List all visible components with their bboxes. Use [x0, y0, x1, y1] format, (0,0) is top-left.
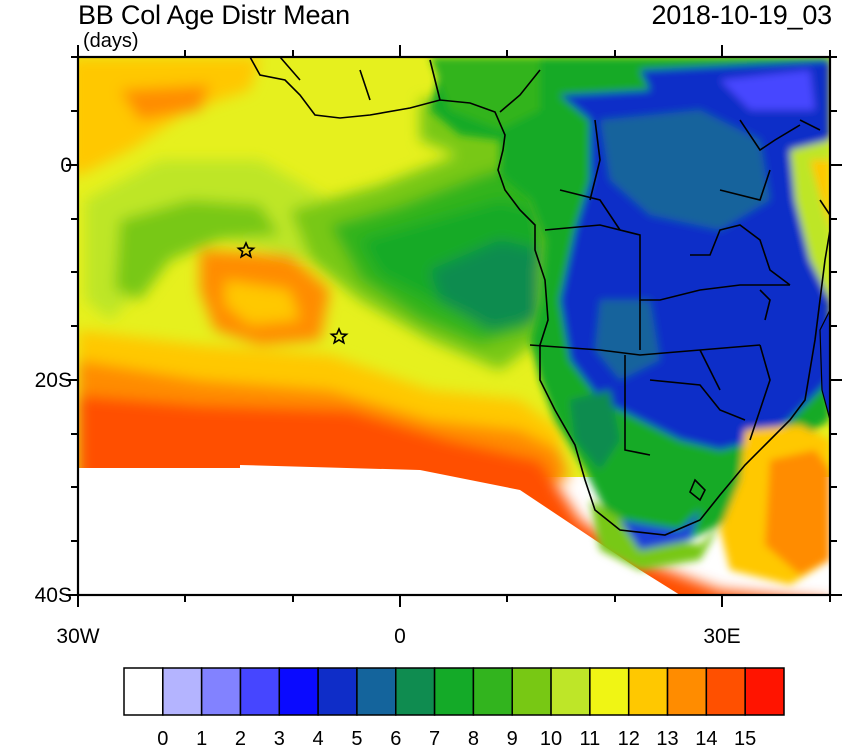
colorbar-label: 13: [656, 728, 679, 750]
lon-label-0: 0: [394, 625, 406, 648]
colorbar-label: 9: [506, 728, 518, 750]
colorbar-label: 14: [695, 728, 718, 750]
colorbar-label: 5: [351, 728, 363, 750]
colorbar-swatch: [744, 667, 785, 716]
map-field: [78, 57, 830, 595]
colorbar-swatch: [589, 667, 630, 716]
map-timestamp: 2018-10-19_03: [651, 0, 832, 30]
colorbar-swatch: [200, 667, 242, 716]
lat-label-20s: 20S: [34, 369, 72, 392]
colorbar-label: 15: [734, 728, 757, 750]
lat-label-0: 0: [60, 154, 72, 177]
colorbar-swatch: [317, 667, 358, 716]
colorbar-swatch: [666, 667, 708, 716]
colorbar-swatch: [472, 667, 513, 716]
axis-ticks: [66, 45, 842, 607]
lon-label-30e: 30E: [703, 625, 741, 648]
colorbar-label: 4: [312, 728, 324, 750]
lon-label-30w: 30W: [56, 625, 100, 648]
map-title: BB Col Age Distr Mean: [78, 0, 350, 30]
colorbar-swatch: [433, 667, 475, 716]
marker-star-2: [329, 327, 349, 345]
colorbar-label: 6: [390, 728, 402, 750]
units-label: (days): [83, 30, 139, 52]
colorbar-label: 2: [234, 728, 247, 750]
colorbar-label: 7: [429, 728, 441, 750]
colorbar-swatch: [511, 667, 552, 716]
colorbar-label: 1: [196, 728, 208, 750]
colorbar-label: 0: [157, 728, 169, 750]
colorbar-swatch: [550, 667, 591, 716]
colorbar-swatch: [239, 667, 281, 716]
colorbar-swatch: [356, 667, 397, 716]
colorbar-swatch: [278, 667, 319, 716]
lat-label-40s: 40S: [34, 584, 72, 607]
colorbar-swatch: [162, 667, 203, 716]
colorbar-label: 12: [617, 728, 640, 750]
marker-star-1: [236, 241, 256, 259]
colorbar-label: 3: [273, 728, 285, 750]
colorbar-label: 11: [579, 728, 601, 750]
colorbar-swatch: [123, 667, 164, 716]
colorbar-swatch: [705, 667, 746, 716]
colorbar-label: 10: [539, 728, 563, 750]
colorbar-swatch: [627, 667, 669, 716]
coastlines: [249, 57, 830, 536]
colorbar-swatch: [395, 667, 436, 716]
colorbar: [123, 667, 785, 716]
colorbar-label: 8: [467, 728, 479, 750]
